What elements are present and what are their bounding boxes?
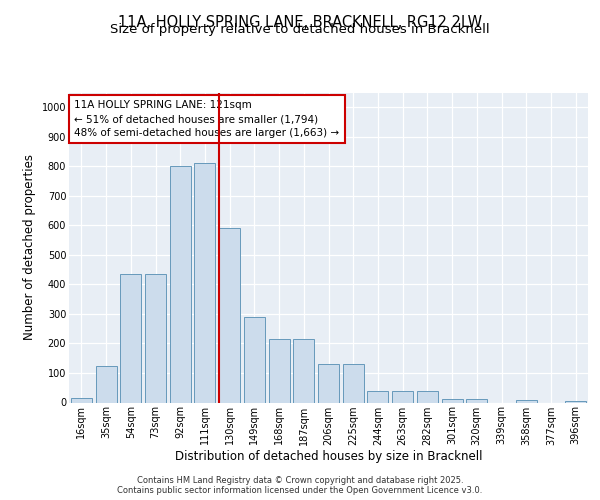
Bar xyxy=(367,390,388,402)
Bar xyxy=(71,398,92,402)
Bar xyxy=(120,274,141,402)
Bar xyxy=(293,339,314,402)
Bar xyxy=(194,164,215,402)
Bar xyxy=(95,366,116,403)
Bar xyxy=(565,401,586,402)
Bar xyxy=(343,364,364,403)
Bar xyxy=(145,274,166,402)
Bar xyxy=(516,400,537,402)
Bar xyxy=(466,399,487,402)
Bar xyxy=(219,228,240,402)
Bar xyxy=(318,364,339,403)
X-axis label: Distribution of detached houses by size in Bracknell: Distribution of detached houses by size … xyxy=(175,450,482,464)
Y-axis label: Number of detached properties: Number of detached properties xyxy=(23,154,36,340)
Text: 11A, HOLLY SPRING LANE, BRACKNELL, RG12 2LW: 11A, HOLLY SPRING LANE, BRACKNELL, RG12 … xyxy=(118,15,482,30)
Bar xyxy=(170,166,191,402)
Text: Size of property relative to detached houses in Bracknell: Size of property relative to detached ho… xyxy=(110,22,490,36)
Text: 11A HOLLY SPRING LANE: 121sqm
← 51% of detached houses are smaller (1,794)
48% o: 11A HOLLY SPRING LANE: 121sqm ← 51% of d… xyxy=(74,100,340,138)
Bar xyxy=(417,390,438,402)
Bar xyxy=(392,390,413,402)
Bar xyxy=(269,339,290,402)
Text: Contains HM Land Registry data © Crown copyright and database right 2025.
Contai: Contains HM Land Registry data © Crown c… xyxy=(118,476,482,495)
Bar xyxy=(244,317,265,402)
Bar xyxy=(442,399,463,402)
